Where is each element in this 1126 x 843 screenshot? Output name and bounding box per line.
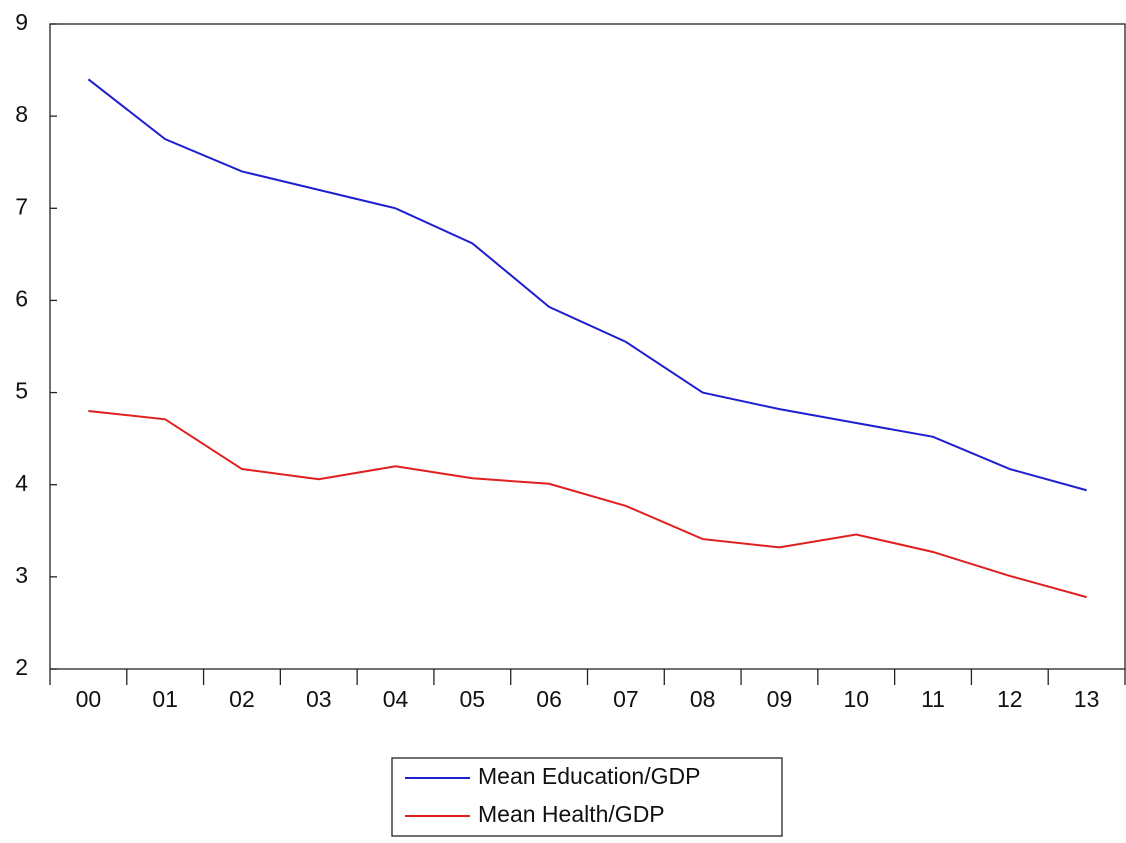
x-tick-label: 11 — [921, 686, 945, 712]
y-tick-label: 9 — [15, 9, 28, 35]
x-tick-label: 01 — [152, 686, 178, 712]
x-tick-label: 00 — [76, 686, 102, 712]
x-tick-label: 05 — [460, 686, 486, 712]
x-tick-label: 03 — [306, 686, 332, 712]
x-tick-label: 13 — [1074, 686, 1100, 712]
y-tick-label: 3 — [15, 562, 28, 588]
series-line — [88, 410, 1087, 599]
y-tick-label: 6 — [15, 286, 28, 312]
x-tick-label: 08 — [690, 686, 716, 712]
y-tick-label: 8 — [15, 101, 28, 127]
legend-box — [391, 757, 783, 837]
plot-frame — [49, 23, 1126, 670]
y-tick-label: 7 — [15, 193, 28, 219]
x-tick-label: 12 — [997, 686, 1023, 712]
y-tick-label: 2 — [15, 654, 28, 680]
series-line — [87, 78, 1087, 492]
legend-label: Mean Health/GDP — [478, 801, 665, 827]
x-tick-label: 09 — [767, 686, 793, 712]
x-tick-label: 02 — [229, 686, 255, 712]
legend-label: Mean Education/GDP — [478, 763, 700, 789]
x-tick-label: 07 — [613, 686, 639, 712]
y-tick-label: 4 — [15, 470, 28, 496]
x-tick-label: 06 — [536, 686, 562, 712]
x-tick-label: 04 — [383, 686, 409, 712]
x-tick-label: 10 — [843, 686, 869, 712]
y-tick-label: 5 — [15, 378, 28, 404]
